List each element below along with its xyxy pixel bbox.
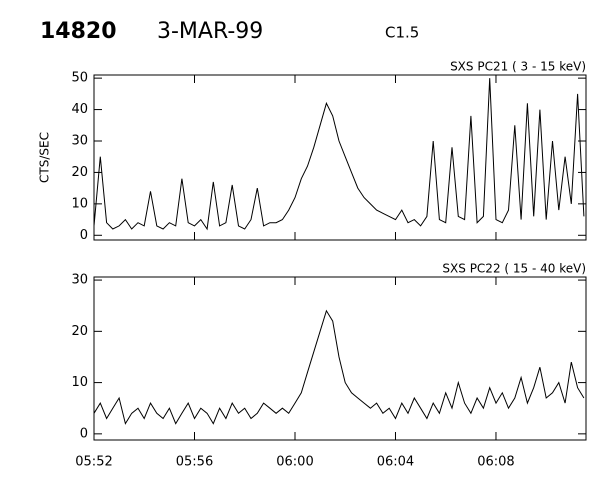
y-tick-label: 10 <box>71 196 88 211</box>
y-tick-label: 50 <box>71 71 88 86</box>
panel-title: SXS PC21 ( 3 - 15 keV) <box>450 60 586 74</box>
y-tick-label: 20 <box>71 324 88 339</box>
y-tick-label: 40 <box>71 102 88 117</box>
x-tick-label: 05:52 <box>75 455 112 470</box>
panel-title: SXS PC22 ( 15 - 40 keV) <box>442 262 586 276</box>
y-tick-label: 30 <box>71 134 88 149</box>
date: 3-MAR-99 <box>157 19 263 44</box>
event-id: 14820 <box>40 19 117 44</box>
x-tick-label: 06:08 <box>477 455 514 470</box>
y-tick-label: 20 <box>71 165 88 180</box>
y-tick-label: 10 <box>71 375 88 390</box>
x-tick-label: 06:04 <box>377 455 414 470</box>
y-tick-label: 30 <box>71 273 88 288</box>
flare-class: C1.5 <box>385 24 419 42</box>
x-tick-label: 06:00 <box>276 455 313 470</box>
y-axis-label: CTS/SEC <box>38 132 52 183</box>
series-line <box>93 309 585 425</box>
plot-frame <box>93 276 587 441</box>
x-tick-label: 05:56 <box>176 455 213 470</box>
y-tick-label: 0 <box>80 228 88 243</box>
plot-frame <box>93 74 587 241</box>
y-tick-label: 0 <box>80 426 88 441</box>
series-line <box>93 78 585 231</box>
